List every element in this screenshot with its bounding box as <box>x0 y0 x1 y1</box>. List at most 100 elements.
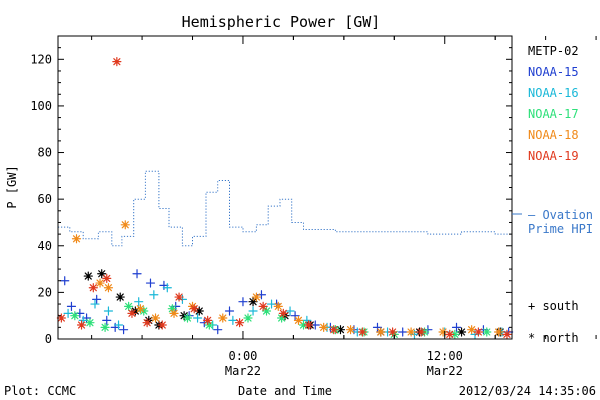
data-point <box>258 301 268 311</box>
data-point <box>76 320 87 330</box>
data-point <box>482 327 492 337</box>
x-axis: 0:00Mar2212:00Mar220:00Mar2312:00Mar230:… <box>91 36 597 378</box>
data-point <box>473 327 483 337</box>
plot-frame <box>57 35 513 340</box>
data-point <box>145 278 156 288</box>
footer-timestamp: 2012/03/24 14:35:06 <box>459 384 596 398</box>
data-point <box>293 315 304 325</box>
data-point <box>502 329 512 339</box>
legend-item-noaa-16: NOAA-16 <box>528 86 579 100</box>
data-point <box>203 315 213 325</box>
data-point <box>132 269 142 279</box>
data-point <box>228 315 238 325</box>
data-point <box>238 297 248 307</box>
data-point <box>213 325 223 335</box>
data-point <box>204 320 214 330</box>
marker-key-south: + south <box>528 299 579 313</box>
legend: METP-02 NOAA-15 NOAA-16 NOAA-17 NOAA-18 NOAA-… <box>528 44 579 163</box>
data-point <box>112 57 122 67</box>
data-point <box>398 327 408 337</box>
data-point <box>66 301 77 311</box>
data-point <box>319 322 329 332</box>
legend-item-noaa-19: NOAA-19 <box>528 149 579 163</box>
data-point <box>103 306 114 316</box>
data-point <box>248 297 258 307</box>
data-point <box>167 304 177 314</box>
data-point <box>251 292 262 302</box>
legend-item-metp-02: METP-02 <box>528 44 579 58</box>
data-point <box>83 271 93 281</box>
data-point <box>120 220 130 230</box>
data-point <box>278 308 288 318</box>
ovation-hpi-line <box>58 38 513 247</box>
data-point <box>127 308 137 318</box>
y-tick-label: 20 <box>38 285 52 299</box>
data-point <box>95 278 105 288</box>
legend-item-noaa-15: NOAA-15 <box>528 65 579 79</box>
data-point <box>157 320 167 330</box>
series-noaa-19 <box>56 57 512 339</box>
marker-key-north: * north <box>528 331 579 345</box>
y-tick-label: 120 <box>30 52 52 66</box>
data-point <box>63 308 73 318</box>
data-point <box>192 313 203 323</box>
data-point <box>56 313 66 323</box>
y-tick-label: 100 <box>30 99 52 113</box>
data-point <box>169 308 179 318</box>
data-point <box>372 322 383 332</box>
data-point <box>277 313 287 323</box>
data-point <box>103 283 114 293</box>
data-point <box>243 313 253 323</box>
data-point <box>406 327 416 337</box>
data-point <box>134 297 144 307</box>
data-point <box>189 304 199 314</box>
x-tick-time-label: 12:00 <box>427 349 463 363</box>
ovation-layer <box>58 38 513 247</box>
data-point <box>467 325 477 335</box>
data-point <box>416 327 426 337</box>
data-point <box>71 234 82 244</box>
chart-title: Hemispheric Power [GW] <box>182 13 381 31</box>
data-point <box>438 327 448 337</box>
data-point <box>70 311 80 321</box>
data-point <box>345 325 356 335</box>
data-point <box>450 329 460 339</box>
data-point <box>150 313 161 323</box>
data-point <box>224 306 235 316</box>
x-tick-date-label: Mar22 <box>225 364 261 378</box>
data-point <box>273 301 283 311</box>
data-point <box>135 304 145 314</box>
data-point <box>118 325 129 335</box>
y-tick-label: 60 <box>38 192 52 206</box>
y-tick-label: 0 <box>45 332 52 346</box>
marker-layer <box>56 57 514 339</box>
data-point <box>218 313 228 323</box>
x-tick-date-label: Mar22 <box>427 364 463 378</box>
data-point <box>162 283 172 293</box>
data-point <box>194 306 204 316</box>
data-point <box>85 318 95 328</box>
data-point <box>102 273 112 283</box>
data-point <box>90 299 100 309</box>
data-point <box>303 320 314 330</box>
data-point <box>445 329 455 339</box>
x-tick-time-label: 0:00 <box>229 349 258 363</box>
footer-source: Plot: CCMC <box>4 384 76 398</box>
data-point <box>130 306 140 316</box>
data-point <box>451 322 462 332</box>
marker-key: + south * north <box>528 299 579 345</box>
data-point <box>248 306 258 316</box>
data-point <box>493 327 504 337</box>
data-point <box>298 320 309 330</box>
data-point <box>261 306 272 316</box>
data-point <box>182 313 193 323</box>
data-point <box>88 283 98 293</box>
x-axis-label: Date and Time <box>238 384 332 398</box>
ovation-legend-label: Prime HPI <box>528 222 593 236</box>
data-point <box>124 301 134 311</box>
data-point <box>329 325 339 335</box>
data-point <box>174 292 184 302</box>
data-point <box>142 318 152 328</box>
data-point <box>97 269 107 279</box>
